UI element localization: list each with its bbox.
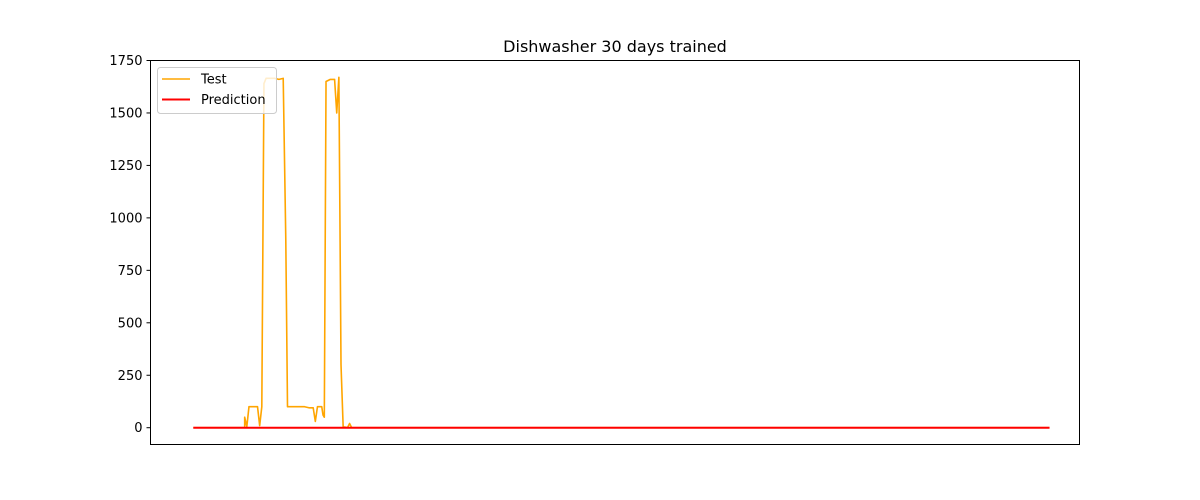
chart-title: Dishwasher 30 days trained xyxy=(503,37,727,56)
y-tick-label: 250 xyxy=(118,369,143,384)
legend-label-test: Test xyxy=(200,73,227,88)
y-tick-label: 1000 xyxy=(109,211,142,226)
y-tick-label: 500 xyxy=(118,316,143,331)
legend: Test Prediction xyxy=(158,68,277,114)
y-tick-label: 1250 xyxy=(109,159,142,174)
y-tick-label: 750 xyxy=(118,264,143,279)
legend-label-prediction: Prediction xyxy=(201,93,266,108)
y-tick-label: 1500 xyxy=(109,106,142,121)
y-tick-label: 1750 xyxy=(109,54,142,69)
y-tick-label: 0 xyxy=(134,421,142,436)
